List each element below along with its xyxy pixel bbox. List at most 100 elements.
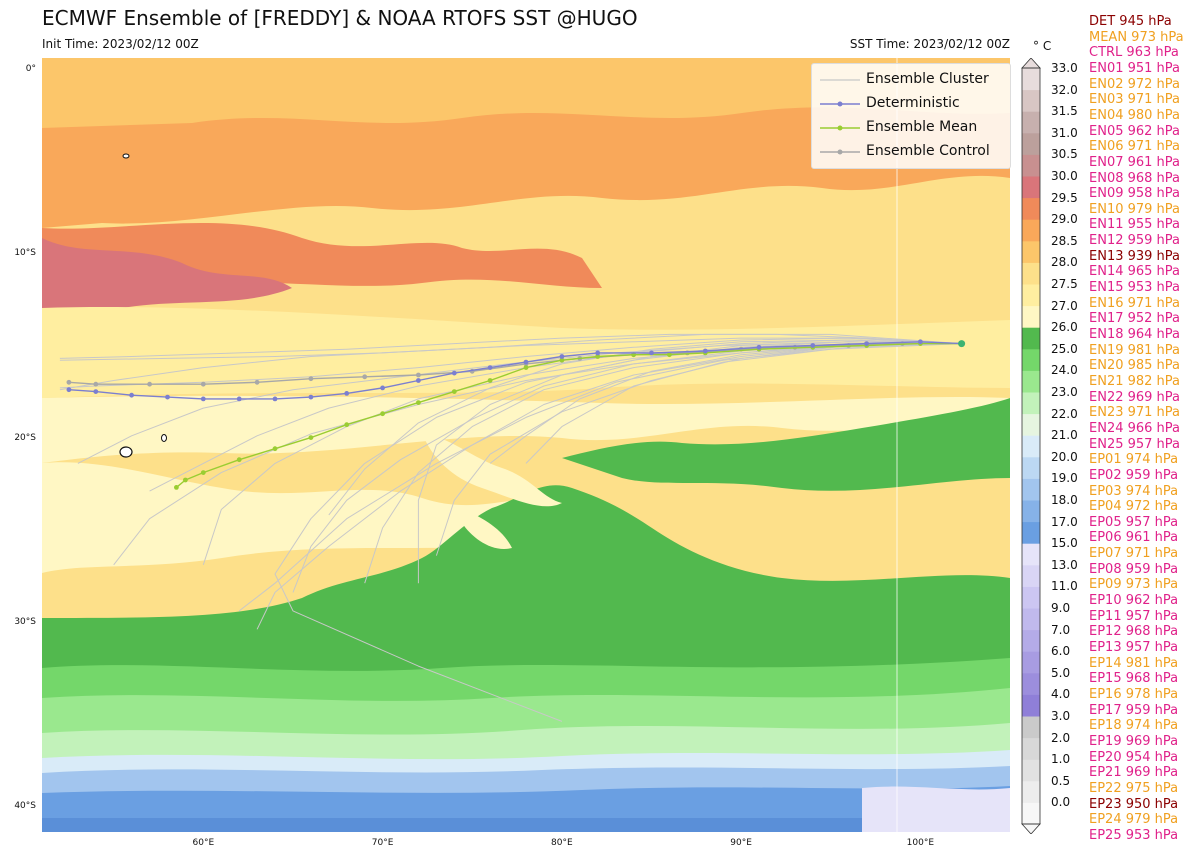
deterministic-track-point [559, 354, 565, 359]
mean-track-point [272, 446, 278, 452]
colorbar-segment [1022, 89, 1040, 112]
colorbar-tick-label: 17.0 [1051, 514, 1078, 529]
deterministic-track-point [380, 385, 385, 391]
mean-track-point [416, 400, 421, 405]
colorbar-tick-label: 26.0 [1051, 320, 1078, 335]
colorbar-segment [1022, 694, 1040, 717]
forecast-tracks [59, 333, 966, 722]
pressure-entry: EP20 954 hPa [1089, 749, 1179, 765]
colorbar-segment [1022, 219, 1040, 242]
deterministic-track-point [595, 350, 601, 356]
colorbar-segment [1022, 672, 1040, 695]
colorbar-tick-label: 7.0 [1051, 622, 1071, 637]
pressure-entry: EN23 971 hPa [1089, 405, 1181, 421]
storm-start-point [958, 340, 966, 348]
colorbar-tick-label: 31.0 [1051, 125, 1078, 140]
pressure-entry: EP25 953 hPa [1089, 827, 1179, 843]
colorbar-segment [1022, 629, 1040, 652]
colorbar-min-arrow [1021, 823, 1041, 834]
colorbar-segment [1022, 284, 1040, 307]
deterministic-track-point [344, 391, 350, 396]
legend-label: Ensemble Mean [866, 119, 978, 135]
pressure-entry: EN12 959 hPa [1089, 233, 1181, 249]
control-track-point [147, 381, 152, 387]
colorbar-tick-label: 18.0 [1051, 493, 1078, 507]
pressure-entry: EP13 957 hPa [1089, 640, 1179, 655]
pressure-entry: EP14 981 hPa [1089, 655, 1179, 671]
pressure-entry: EN02 972 hPa [1089, 76, 1181, 92]
deterministic-track-point [129, 392, 134, 398]
mean-track-point [183, 477, 188, 483]
colorbar-tick-label: 31.5 [1051, 104, 1078, 119]
pressure-entry: EN21 982 hPa [1089, 373, 1181, 389]
latitude-label: 10°S [14, 248, 36, 259]
pressure-entry: EP10 962 hPa [1089, 593, 1179, 609]
colorbar-tick-label: 9.0 [1051, 601, 1071, 615]
colorbar-tick-label: 27.5 [1051, 277, 1078, 291]
legend-ensemble-control: Ensemble Control [812, 140, 1010, 164]
longitude-label: 70°E [371, 838, 394, 848]
colorbar-tick-label: 6.0 [1051, 644, 1071, 659]
sst-field [42, 58, 1010, 832]
longitude-label: 90°E [730, 838, 752, 848]
colorbar-tick-label: 25.0 [1051, 341, 1078, 356]
pressure-entry: DET 945 hPa [1089, 14, 1172, 29]
deterministic-track-point [165, 394, 170, 400]
control-track-point [66, 379, 72, 385]
deterministic-track-point [702, 348, 708, 354]
control-track-point [93, 381, 99, 387]
colorbar-segment [1022, 370, 1040, 393]
colorbar-segment [1022, 780, 1040, 803]
latitude-label: 30°S [14, 616, 36, 627]
colorbar-segment [1022, 543, 1040, 566]
deterministic-track-point [93, 389, 99, 394]
colorbar-segment [1022, 176, 1040, 199]
longitude-label: 100°E [906, 838, 935, 848]
ensemble-member-track [59, 333, 962, 359]
colorbar-tick-label: 21.0 [1051, 428, 1078, 443]
colorbar-segment [1022, 392, 1040, 415]
ensemble-member-track [238, 343, 962, 612]
legend-ensemble-cluster: Ensemble Cluster [812, 68, 1010, 92]
ensemble-member-track [149, 339, 962, 492]
colorbar-tick-label: 13.0 [1051, 557, 1078, 572]
control-track-point [254, 379, 260, 385]
pressure-entry: EP22 975 hPa [1089, 780, 1179, 796]
deterministic-line-icon [820, 101, 860, 107]
pressure-entry: CTRL 963 hPa [1089, 45, 1179, 61]
longitude-label: 80°E [551, 838, 573, 848]
pressure-entry: EN04 980 hPa [1089, 107, 1181, 123]
mean-track-point [595, 354, 601, 359]
pressure-entry: EP16 978 hPa [1089, 686, 1179, 702]
colorbar-segment [1022, 521, 1040, 544]
pressure-entry: MEAN 973 hPa [1089, 29, 1184, 45]
colorbar-segment [1022, 435, 1040, 458]
latitude-label: 0° [25, 64, 36, 74]
colorbar-segment [1022, 802, 1040, 825]
control-track-point [200, 381, 206, 387]
pressure-entry: EN01 951 hPa [1089, 60, 1181, 76]
colorbar-tick-label: 2.0 [1051, 730, 1071, 745]
pressure-entry: EN14 965 hPa [1089, 264, 1181, 280]
colorbar-segment [1022, 111, 1040, 134]
pressure-entry: EN05 962 hPa [1089, 123, 1181, 139]
colorbar-segment [1022, 262, 1040, 285]
pressure-entry: EN10 979 hPa [1089, 201, 1181, 217]
pressure-entry: EP05 957 hPa [1089, 514, 1179, 530]
legend-label: Ensemble Control [866, 143, 990, 159]
colorbar-tick-label: 0.0 [1051, 795, 1071, 810]
pressure-entry: EN11 955 hPa [1089, 217, 1181, 233]
colorbar-segment [1022, 68, 1040, 91]
cluster-line-icon [820, 79, 860, 81]
mean-track-point [667, 352, 672, 358]
deterministic-track-point [236, 396, 242, 402]
pressure-entry: EN07 961 hPa [1089, 154, 1181, 170]
track-legend: Ensemble Cluster Deterministic Ensemble … [811, 63, 1011, 169]
colorbar-tick-label: 22.0 [1051, 406, 1078, 421]
colorbar-tick-label: 29.0 [1051, 212, 1078, 227]
mean-line-icon [820, 125, 860, 131]
init-time: Init Time: 2023/02/12 00Z [42, 37, 199, 51]
pressure-entry: EP08 959 hPa [1089, 561, 1179, 577]
latitude-label: 40°S [14, 801, 36, 812]
deterministic-track-point [487, 365, 493, 370]
